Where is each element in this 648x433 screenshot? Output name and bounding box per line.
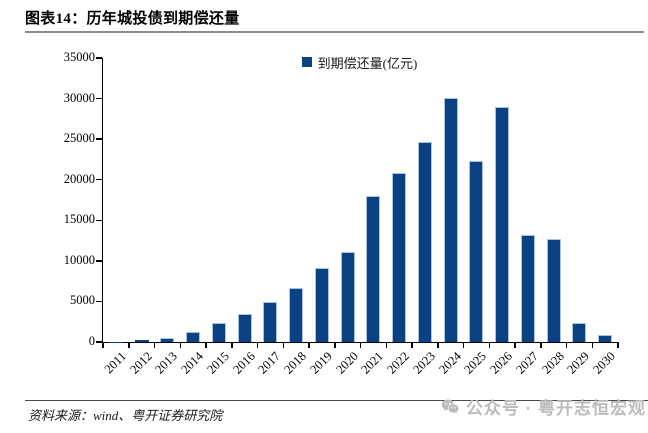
x-tick-mark [591,342,593,348]
bar [314,268,329,342]
x-tick-mark [540,342,542,348]
bar [546,238,561,342]
x-tick-mark [437,342,439,348]
x-tick-mark [385,342,387,348]
x-tick-mark [128,342,130,348]
x-tick-mark [256,342,259,348]
bar [469,161,484,342]
y-tick-label: 10000 [63,252,95,267]
y-tick-label: 35000 [63,50,95,64]
y-tick-mark [96,178,102,181]
bar [186,332,201,342]
watermark-text: 公众号 · 粤开志恒宏观 [465,399,646,418]
chart-legend: 到期偿还量(亿元) [102,54,617,71]
legend-label: 到期偿还量(亿元) [317,55,418,71]
y-tick-label: 0 [88,334,95,348]
legend-marker [301,57,312,67]
y-tick-mark [96,300,102,303]
figure-title: 图表14：历年城投债到期偿还量 [25,11,240,27]
y-tick-mark [96,341,102,343]
bar [237,313,252,342]
x-tick-mark [102,342,104,348]
x-tick-mark [282,342,284,348]
x-tick-mark [231,342,233,348]
source-note: 资料来源：wind、粤开证券研究院 [28,408,223,423]
bar [211,322,226,342]
bar [340,251,355,342]
x-tick-mark [411,342,413,348]
bar [443,97,458,342]
x-tick-mark [308,342,310,348]
x-tick-mark [359,342,362,348]
y-tick-label: 20000 [63,171,95,186]
y-tick-mark [96,57,102,59]
y-tick-label: 25000 [63,131,95,146]
y-tick-mark [96,138,102,140]
bar [572,323,587,342]
y-tick-mark [96,97,102,100]
wechat-icon [439,396,461,418]
x-tick-mark [617,342,619,348]
x-tick-mark [334,342,336,348]
watermark: 公众号 · 粤开志恒宏观 [439,394,646,419]
y-tick-mark [96,260,102,262]
y-tick-label: 15000 [63,212,95,227]
footer-rule [25,400,648,402]
x-tick-mark [153,342,156,348]
x-tick-mark [179,342,181,348]
bar [598,334,613,342]
x-tick-mark [488,342,490,348]
plot-area: 0 5000 10000 15000 20000 25000 30000 35000 2011 2… [64,50,619,377]
bar [417,141,432,342]
x-tick-mark [205,342,207,348]
x-tick-mark [514,342,516,348]
bar [392,173,407,342]
x-tick-mark [462,342,465,348]
bar [289,287,304,342]
x-tick-mark [565,342,568,348]
y-tick-label: 30000 [63,90,95,105]
y-tick-mark [96,219,102,222]
title-rule [25,31,644,33]
bar [520,234,535,342]
bar [366,195,381,342]
bar [160,337,175,342]
bar [134,340,149,342]
y-tick-label: 5000 [70,293,95,308]
bar [263,302,278,342]
bar [495,106,510,342]
